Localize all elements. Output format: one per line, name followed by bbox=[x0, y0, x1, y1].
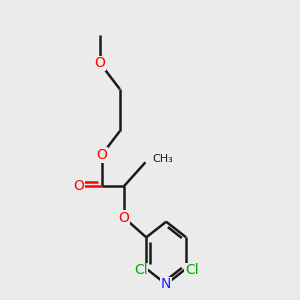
Text: O: O bbox=[73, 179, 84, 193]
Text: O: O bbox=[94, 56, 105, 70]
Text: Cl: Cl bbox=[134, 263, 148, 278]
Text: N: N bbox=[161, 277, 171, 291]
Text: O: O bbox=[96, 148, 107, 162]
Text: Cl: Cl bbox=[185, 263, 199, 278]
Text: CH₃: CH₃ bbox=[152, 154, 173, 164]
Text: O: O bbox=[118, 211, 129, 224]
